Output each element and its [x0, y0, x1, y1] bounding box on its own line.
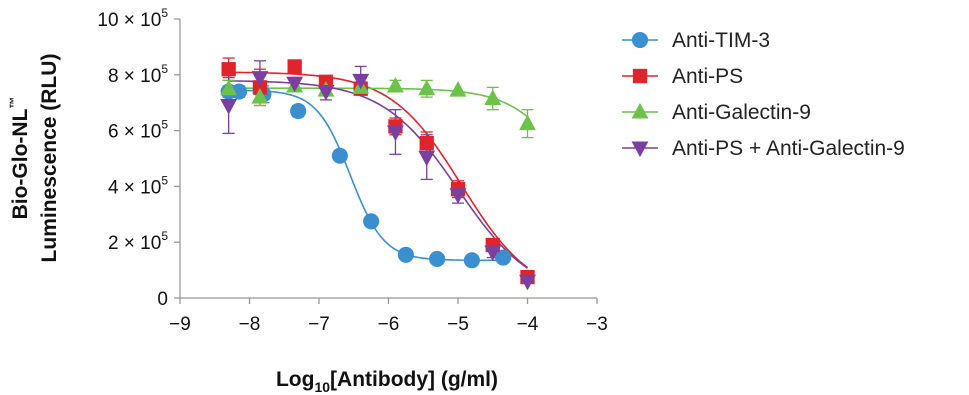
data-point-anti-ps-anti-galectin-9 [352, 73, 370, 90]
x-tick-label: −3 [586, 314, 608, 335]
data-point-anti-tim-3 [331, 147, 348, 164]
legend-marker [631, 31, 649, 49]
data-point-anti-ps-anti-galectin-9 [418, 150, 436, 167]
legend: Anti-TIM-3 Anti-PS Anti-Galectin-9 Anti-PS … [622, 29, 905, 160]
legend-item-anti-tim-3: Anti-TIM-3 [622, 29, 770, 52]
data-point-anti-ps-anti-galectin-9 [387, 125, 404, 142]
fit-curve-anti-galectin-9 [228, 87, 528, 118]
data-point-anti-tim-3 [290, 103, 307, 120]
legend-marker [631, 141, 649, 158]
y-tick-label: 4 × 105 [108, 173, 168, 198]
data-point-anti-galectin-9 [519, 114, 536, 131]
data-points [220, 59, 536, 291]
x-tick-label: −6 [378, 314, 400, 335]
fit-curve-anti-tim-3 [228, 89, 504, 262]
data-point-anti-tim-3 [463, 252, 480, 269]
fit-curve-anti-ps [228, 71, 528, 269]
legend-item-anti-ps: Anti-PS [622, 65, 743, 88]
data-point-anti-tim-3 [231, 83, 248, 100]
data-point-anti-tim-3 [495, 249, 512, 266]
data-point-anti-ps-anti-galectin-9 [484, 245, 502, 262]
data-point-anti-ps [419, 136, 434, 151]
x-tick-label: −5 [447, 314, 469, 335]
legend-marker [632, 68, 648, 84]
data-point-anti-tim-3 [363, 213, 380, 230]
data-point-anti-ps [221, 62, 236, 77]
fit-curves [228, 71, 528, 269]
x-tick-label: −4 [517, 314, 539, 335]
y-tick-label: 2 × 105 [108, 229, 168, 254]
data-point-anti-galectin-9 [220, 79, 238, 96]
data-point-anti-ps-anti-galectin-9 [220, 98, 238, 115]
data-point-anti-ps-anti-galectin-9 [449, 188, 467, 204]
y-axis-title-line1: Bio-Glo-NL™ [7, 97, 32, 220]
data-point-anti-ps-anti-galectin-9 [519, 274, 536, 291]
data-point-anti-ps-anti-galectin-9 [251, 71, 269, 87]
data-point-anti-galectin-9 [418, 79, 436, 96]
legend-label: Anti-PS [672, 65, 743, 88]
data-point-anti-ps [287, 59, 302, 74]
legend-item-anti-ps-anti-galectin-9: Anti-PS + Anti-Galectin-9 [622, 137, 905, 160]
legend-item-anti-galectin-9: Anti-Galectin-9 [622, 101, 811, 124]
data-point-anti-tim-3 [397, 246, 414, 263]
y-tick-label: 6 × 105 [108, 118, 168, 143]
y-axis-title: Bio-Glo-NL™ Luminescence (RLU) [7, 54, 61, 263]
x-axis-title: Log10[Antibody] (g/ml) [276, 368, 498, 395]
data-point-anti-ps-anti-galectin-9 [286, 76, 304, 93]
legend-label: Anti-TIM-3 [672, 29, 770, 52]
x-axis-ticks: −9 −8 −7 −6 −5 −4 −3 [169, 298, 608, 335]
y-tick-label: 10 × 105 [97, 6, 168, 31]
data-point-anti-ps-anti-galectin-9 [317, 85, 335, 101]
legend-label: Anti-PS + Anti-Galectin-9 [672, 137, 905, 160]
y-tick-label: 8 × 105 [108, 62, 168, 87]
data-point-anti-galectin-9 [449, 81, 467, 97]
y-axis-ticks: 0 2 × 105 4 × 105 6 × 105 8 × 105 10 × 105 [97, 6, 180, 310]
x-tick-label: −9 [169, 314, 191, 335]
y-tick-label: 0 [157, 289, 168, 310]
data-point-anti-tim-3 [429, 250, 446, 267]
data-point-anti-ps [252, 80, 268, 95]
x-tick-label: −8 [239, 314, 261, 335]
y-axis-title-line2: Luminescence (RLU) [38, 54, 61, 263]
data-point-anti-galectin-9 [251, 88, 269, 104]
legend-marker [631, 102, 649, 119]
legend-label: Anti-Galectin-9 [672, 101, 811, 124]
data-point-anti-galectin-9 [484, 89, 502, 106]
x-tick-label: −7 [308, 314, 330, 335]
data-point-anti-galectin-9 [387, 76, 404, 93]
fit-curve-anti-ps-anti-galectin-9 [228, 80, 528, 269]
